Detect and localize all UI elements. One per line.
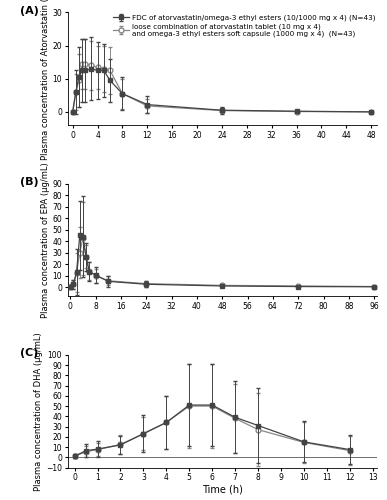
- Y-axis label: Plasma concentration of EPA (µg/mL): Plasma concentration of EPA (µg/mL): [41, 162, 50, 318]
- Text: (C): (C): [20, 348, 38, 358]
- Legend: FDC of atorvastatin/omega-3 ethyl esters (10/1000 mg x 4) (N=43), loose combinat: FDC of atorvastatin/omega-3 ethyl esters…: [112, 14, 376, 38]
- Y-axis label: Plasma concentration of DHA (µg/mL): Plasma concentration of DHA (µg/mL): [34, 332, 43, 490]
- X-axis label: Time (h): Time (h): [202, 485, 243, 495]
- Text: (A): (A): [20, 6, 39, 16]
- Y-axis label: Plasma concentration of Atorvastatin (µg/L): Plasma concentration of Atorvastatin (µg…: [41, 0, 50, 160]
- Text: (B): (B): [20, 177, 38, 187]
